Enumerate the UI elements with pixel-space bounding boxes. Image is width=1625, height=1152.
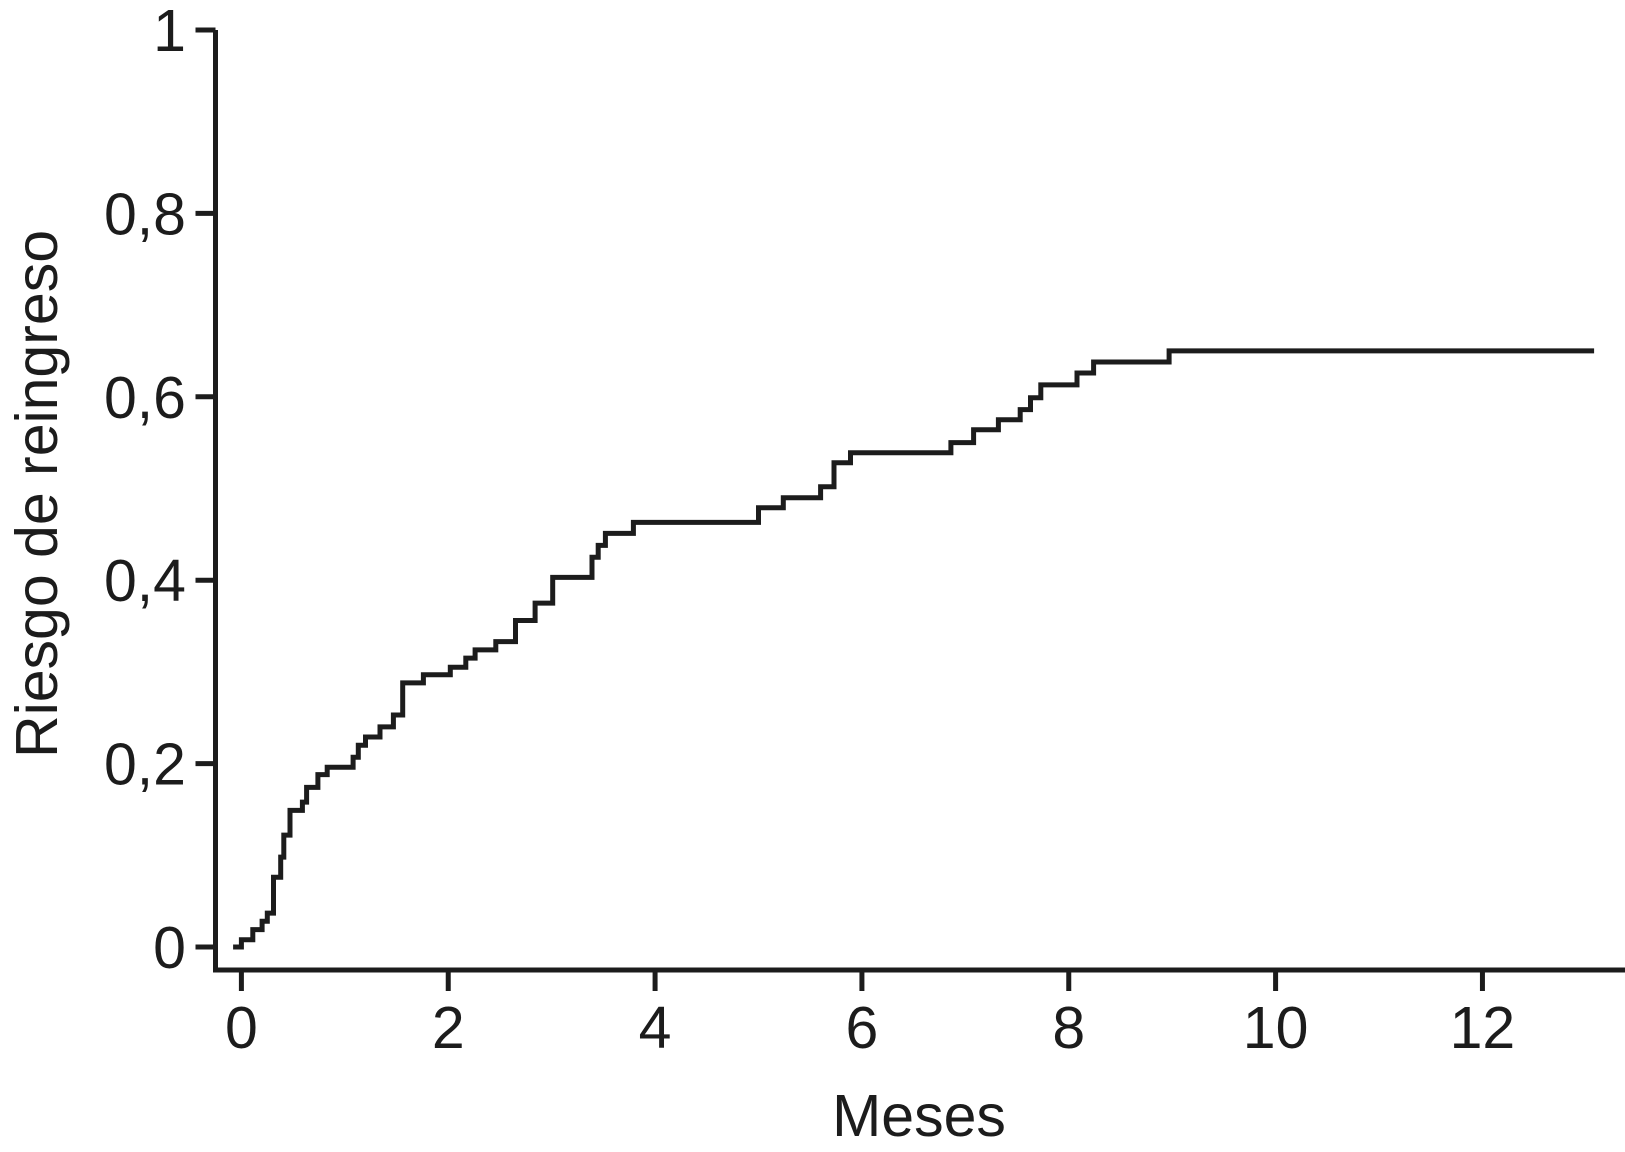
y-tick-label: 0,4: [104, 548, 186, 614]
x-tick-label: 10: [1243, 995, 1309, 1061]
y-tick-label: 0,2: [104, 732, 186, 798]
x-axis-title: Meses: [832, 1083, 1006, 1149]
x-tick-label: 0: [225, 995, 258, 1061]
y-tick-label: 0: [153, 915, 186, 981]
x-tick-label: 2: [432, 995, 465, 1061]
x-tick-label: 4: [639, 995, 672, 1061]
y-tick-label: 0,8: [104, 181, 186, 247]
y-tick-label: 1: [153, 0, 186, 64]
readmission-risk-step-curve: [233, 348, 1595, 950]
y-tick-label: 0,6: [104, 365, 186, 431]
x-tick-label: 6: [846, 995, 879, 1061]
y-axis-title: Riesgo de reingreso: [4, 230, 70, 758]
x-tick-label: 8: [1052, 995, 1085, 1061]
chart-generated-layer: 00,20,40,60,810 2 4 6 8 10 12: [104, 0, 1625, 1061]
x-tick-label: 12: [1450, 995, 1516, 1061]
